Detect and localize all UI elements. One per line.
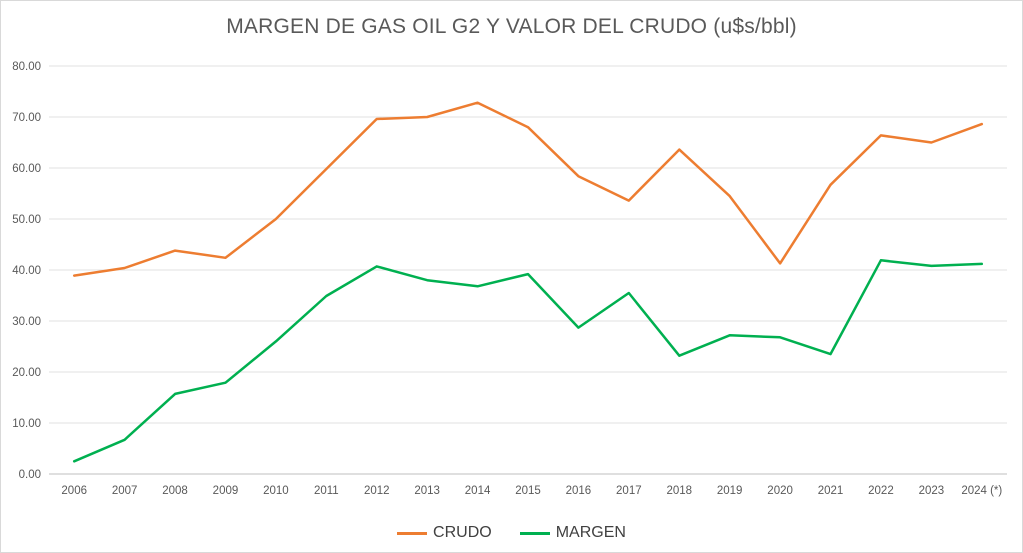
chart-legend: CRUDO MARGEN: [1, 524, 1022, 542]
x-tick-label: 2021: [818, 485, 844, 497]
x-tick-label: 2011: [314, 485, 339, 497]
y-tick-label: 10.00: [12, 418, 41, 430]
x-tick-label: 2018: [666, 485, 692, 497]
y-tick-label: 30.00: [12, 316, 41, 328]
x-tick-label: 2009: [213, 485, 239, 497]
x-tick-label: 2012: [364, 485, 390, 497]
legend-line-swatch-crudo: [397, 531, 428, 535]
y-tick-label: 0.00: [19, 469, 41, 481]
legend-label: MARGEN: [555, 524, 626, 541]
x-tick-label: 2013: [414, 485, 440, 497]
legend-line-swatch-margen: [519, 531, 550, 535]
x-tick-label: 2020: [767, 485, 793, 497]
x-tick-label: 2023: [919, 485, 945, 497]
y-tick-label: 70.00: [12, 112, 41, 124]
x-tick-label: 2022: [868, 485, 894, 497]
x-tick-label: 2024 (*): [961, 485, 1002, 497]
x-tick-label: 2014: [465, 485, 491, 497]
x-tick-label: 2016: [566, 485, 592, 497]
y-tick-label: 50.00: [12, 214, 41, 226]
y-tick-label: 80.00: [12, 61, 41, 73]
chart-title: MARGEN DE GAS OIL G2 Y VALOR DEL CRUDO (…: [226, 15, 797, 38]
x-tick-label: 2007: [112, 485, 138, 497]
x-tick-label: 2017: [616, 485, 642, 497]
x-tick-label: 2006: [61, 485, 87, 497]
x-tick-label: 2015: [515, 485, 541, 497]
x-tick-label: 2010: [263, 485, 289, 497]
y-tick-label: 60.00: [12, 163, 41, 175]
x-tick-label: 2008: [162, 485, 188, 497]
x-tick-label: 2019: [717, 485, 743, 497]
series-line-crudo: [72, 101, 984, 277]
y-tick-label: 20.00: [12, 367, 41, 379]
legend-item-margen: MARGEN: [519, 524, 626, 542]
legend-label: CRUDO: [433, 524, 492, 541]
series-line-margen: [72, 259, 984, 463]
legend-item-crudo: CRUDO: [397, 524, 492, 542]
y-tick-label: 40.00: [12, 265, 41, 277]
